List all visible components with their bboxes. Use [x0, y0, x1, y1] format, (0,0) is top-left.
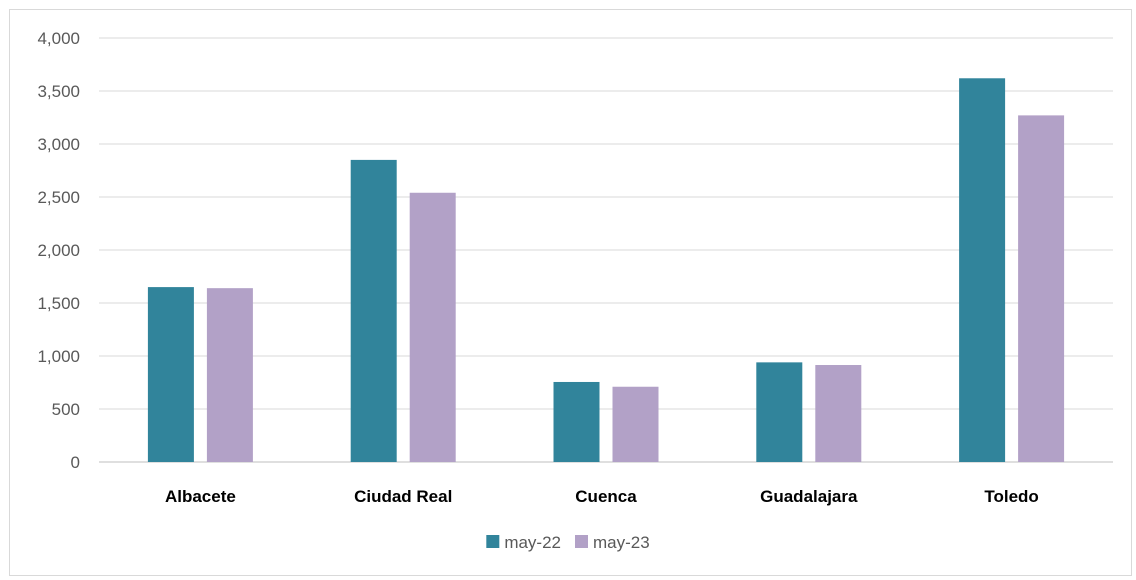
bar-may-22-toledo [959, 78, 1006, 462]
bar-may-22-guadalajara [756, 362, 803, 462]
x-category-label: Toledo [984, 487, 1038, 506]
chart-frame [9, 9, 1132, 576]
y-tick-label: 500 [52, 400, 80, 419]
bar-may-23-ciudad-real [409, 192, 456, 462]
legend-swatch-may-23 [575, 535, 588, 548]
legend-swatch-may-22 [486, 535, 500, 548]
bar-may-23-guadalajara [815, 365, 862, 462]
y-tick-label: 1,500 [37, 294, 80, 313]
legend: may-22 may-23 [486, 533, 650, 552]
bar-may-22-albacete [147, 287, 194, 462]
legend-label-may-23: may-23 [593, 533, 650, 552]
bar-may-23-toledo [1018, 115, 1065, 462]
x-axis-category-labels: Albacete Ciudad Real Cuenca Guadalajara Tole… [165, 487, 1039, 506]
legend-label-may-22: may-22 [504, 533, 561, 552]
y-tick-label: 3,500 [37, 82, 80, 101]
y-tick-label: 1,000 [37, 347, 80, 366]
y-tick-label: 0 [71, 453, 80, 472]
gridlines [99, 37, 1113, 463]
x-category-label: Ciudad Real [354, 487, 452, 506]
x-category-label: Albacete [165, 487, 236, 506]
y-tick-label: 2,500 [37, 188, 80, 207]
bar-may-23-cuenca [612, 386, 659, 462]
x-category-label: Cuenca [575, 487, 637, 506]
x-category-label: Guadalajara [760, 487, 858, 506]
bar-may-22-cuenca [553, 381, 600, 462]
bar-may-22-ciudad-real [350, 159, 397, 462]
y-tick-label: 3,000 [37, 135, 80, 154]
bar-may-23-albacete [206, 288, 253, 462]
y-axis-tick-labels: 0 500 1,000 1,500 2,000 2,500 3,000 3,500 4,000 [37, 29, 80, 472]
bars [147, 78, 1065, 462]
y-tick-label: 2,000 [37, 241, 80, 260]
y-tick-label: 4,000 [37, 29, 80, 48]
